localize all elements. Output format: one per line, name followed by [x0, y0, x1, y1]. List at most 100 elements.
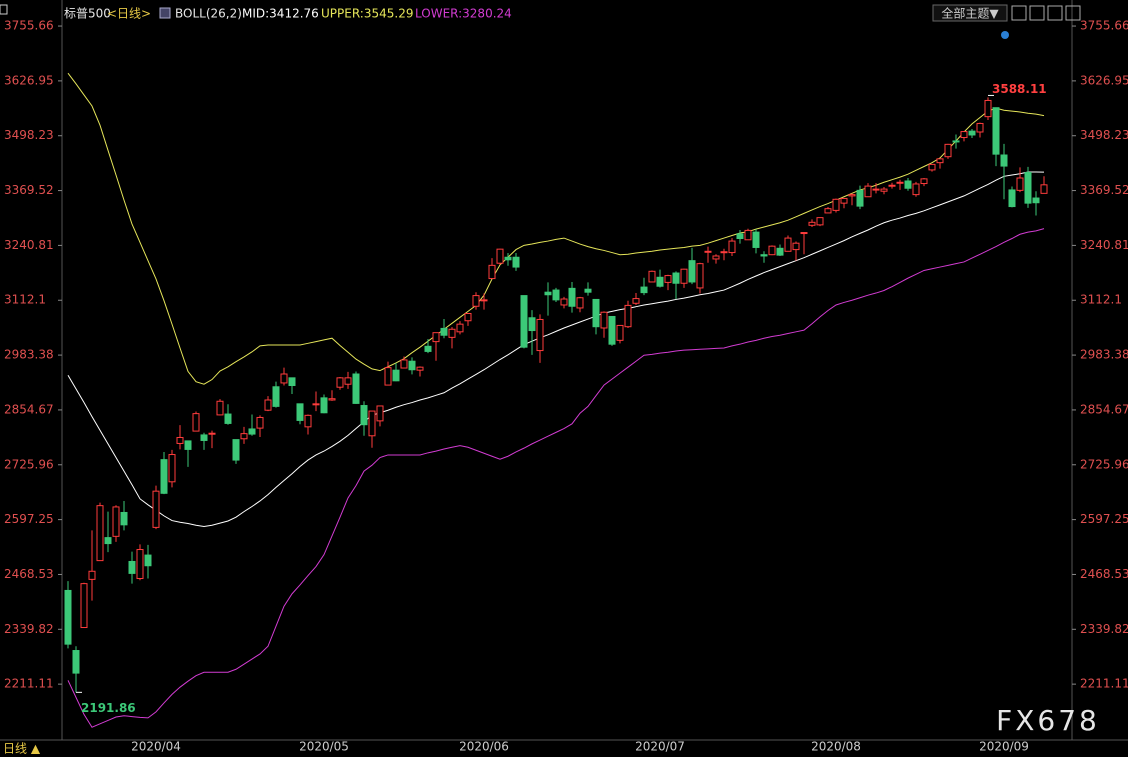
candle-body	[216, 400, 224, 416]
candle-body	[680, 268, 688, 284]
candle-body	[464, 312, 472, 322]
legend-mid: MID:3412.76	[242, 7, 319, 21]
y-tick-label-right: 2854.67	[1080, 402, 1128, 416]
candle-body	[936, 158, 944, 164]
x-tick-label: 2020/07	[635, 740, 685, 754]
period[interactable]: <日线>	[107, 7, 151, 21]
candle-body	[952, 140, 960, 143]
candle-body	[280, 373, 288, 384]
y-tick-label: 3112.1	[4, 293, 46, 307]
candle-body	[688, 260, 696, 283]
watermark: FX678	[996, 704, 1100, 737]
candle-body	[168, 454, 176, 483]
y-tick-label-right: 3240.81	[1080, 238, 1128, 252]
candle-body	[824, 208, 832, 214]
candle-body	[592, 298, 600, 328]
candle-body	[392, 369, 400, 382]
high-annotation: 3588.11	[992, 82, 1047, 96]
y-tick-label-right: 3369.52	[1080, 183, 1128, 197]
y-tick-label-right: 2983.38	[1080, 348, 1128, 362]
candle-body	[600, 311, 608, 329]
candle-body	[136, 549, 144, 580]
legend-lower: LOWER:3280.24	[415, 7, 512, 21]
candle-body	[336, 377, 344, 388]
candle-body	[320, 397, 328, 414]
x-tick-label: 2020/09	[979, 740, 1029, 754]
candle-body	[128, 560, 136, 574]
candle-body	[160, 459, 168, 494]
candle-body	[384, 367, 392, 386]
candle-body	[856, 189, 864, 207]
candle-body	[720, 251, 728, 254]
candle-body	[512, 256, 520, 268]
candle-body	[792, 242, 800, 251]
candle-body	[344, 377, 352, 385]
candle-body	[296, 403, 304, 421]
x-tick-label: 2020/04	[131, 740, 181, 754]
y-tick-label-right: 2211.11	[1080, 677, 1128, 691]
candle-body	[528, 317, 536, 332]
candle-body	[88, 570, 96, 580]
candle-body	[864, 185, 872, 198]
candle-body	[704, 250, 712, 253]
y-tick-label: 3755.66	[4, 19, 54, 33]
candle-body	[208, 432, 216, 435]
candle-body	[992, 107, 1000, 155]
candle-body	[176, 436, 184, 444]
menu-icon[interactable]	[0, 4, 8, 15]
candle-body	[256, 416, 264, 429]
window-buttons[interactable]	[1011, 5, 1081, 21]
candle-body	[1032, 197, 1040, 204]
candle-body	[984, 99, 992, 118]
y-tick-label: 2597.25	[4, 512, 54, 526]
candle-body	[312, 403, 320, 406]
y-tick-label: 3240.81	[4, 238, 54, 252]
candle-body	[264, 399, 272, 411]
candle-body	[736, 233, 744, 240]
candle-body	[944, 143, 952, 158]
candle-body	[760, 254, 768, 257]
candle-body	[1040, 184, 1048, 194]
y-tick-label-right: 2339.82	[1080, 622, 1128, 636]
candle-body	[832, 198, 840, 211]
candle-body	[448, 328, 456, 338]
candle-body	[304, 414, 312, 428]
candle-body	[272, 386, 280, 407]
candle-body	[928, 163, 936, 171]
y-tick-label: 2983.38	[4, 348, 54, 362]
candle-body	[96, 505, 104, 562]
theme-button[interactable]: 全部主题▼	[941, 6, 999, 21]
bottom-period[interactable]: 日线 ▲	[3, 742, 41, 756]
candle-body	[432, 332, 440, 343]
candle-body	[968, 130, 976, 136]
candle-body	[1016, 177, 1024, 191]
candle-body	[904, 180, 912, 189]
candle-body	[1008, 189, 1016, 208]
candle-body	[976, 122, 984, 133]
candle-body	[624, 304, 632, 328]
y-tick-label: 2468.53	[4, 567, 54, 581]
candle-body	[1024, 171, 1032, 204]
candle-body	[616, 324, 624, 341]
event-marker[interactable]	[1001, 31, 1009, 39]
legend-upper: UPPER:3545.29	[321, 7, 413, 21]
y-tick-label-right: 3755.66	[1080, 19, 1128, 33]
candle-body	[456, 323, 464, 333]
x-tick-label: 2020/08	[811, 740, 861, 754]
instrument-name: 标普500	[64, 7, 111, 21]
candle-body	[1000, 154, 1008, 167]
candle-body	[536, 318, 544, 352]
band-line	[67, 228, 1045, 728]
y-tick-label: 3498.23	[4, 128, 54, 142]
y-tick-label: 2854.67	[4, 402, 54, 416]
y-tick-label-right: 3626.95	[1080, 73, 1128, 87]
candle-body	[568, 287, 576, 307]
candle-body	[440, 327, 448, 336]
candle-body	[72, 650, 80, 674]
candle-body	[560, 298, 568, 306]
theme-button-box[interactable]	[932, 4, 1008, 22]
band-line	[67, 72, 1045, 385]
candle-body	[744, 229, 752, 241]
candle-body	[144, 554, 152, 567]
candle-body	[368, 410, 376, 437]
